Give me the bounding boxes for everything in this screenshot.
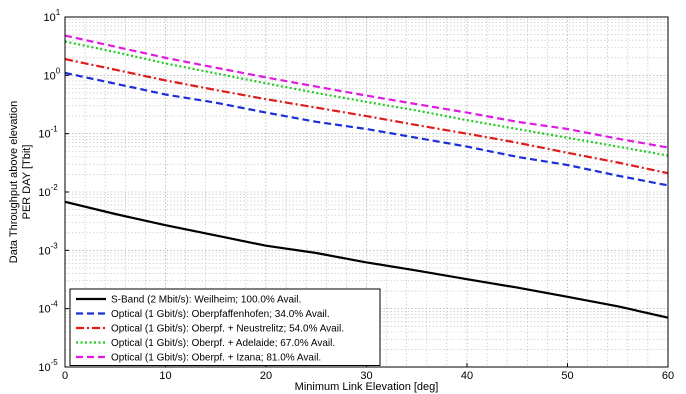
y-tick-label: 10 xyxy=(44,70,56,82)
y-tick-exponent: -1 xyxy=(51,125,59,134)
legend-entry-4: Optical (1 Gbit/s): Oberpf. + Adelaide; … xyxy=(111,338,335,349)
legend-entry-1: S-Band (2 Mbit/s): Weilheim; 100.0% Avai… xyxy=(111,295,301,306)
x-tick-label: 0 xyxy=(62,370,68,382)
y-tick-exponent: 0 xyxy=(56,66,61,75)
x-axis-ticks: 0 10 20 30 40 50 60 xyxy=(62,363,674,382)
y-tick-label: 10 xyxy=(38,304,50,316)
y-tick-label: 10 xyxy=(44,12,56,24)
y-tick-exponent: -3 xyxy=(51,241,59,250)
y-tick-label: 10 xyxy=(38,129,50,141)
series-line-3 xyxy=(64,58,669,175)
x-tick-label: 40 xyxy=(461,370,473,382)
x-tick-label: 30 xyxy=(360,370,372,382)
x-tick-label: 50 xyxy=(561,370,573,382)
x-tick-label: 60 xyxy=(662,370,674,382)
series-line-4 xyxy=(64,40,669,157)
y-tick-label: 10 xyxy=(38,187,50,199)
legend-entry-5: Optical (1 Gbit/s): Oberpf. + Izana; 81.… xyxy=(111,353,321,364)
series-line-1 xyxy=(64,200,669,319)
y-tick-exponent: -2 xyxy=(51,183,59,192)
legend-entry-3: Optical (1 Gbit/s): Oberpf. + Neustrelit… xyxy=(111,324,344,335)
y-tick-label: 10 xyxy=(38,245,50,257)
series-line-2 xyxy=(64,71,669,187)
legend: S-Band (2 Mbit/s): Weilheim; 100.0% Avai… xyxy=(69,288,381,366)
y-tick-label: 10 xyxy=(38,362,50,374)
series-group xyxy=(64,34,669,319)
y-axis-label: Data Throughput above elevation PER DAY … xyxy=(8,101,33,263)
x-tick-label: 10 xyxy=(159,370,171,382)
x-tick-label: 20 xyxy=(260,370,272,382)
y-axis-label-line-2: PER DAY [Tbit] xyxy=(21,145,33,220)
legend-box xyxy=(69,288,381,366)
legend-entry-2: Optical (1 Gbit/s): Oberpfaffenhofen; 34… xyxy=(111,309,330,320)
y-tick-exponent: 1 xyxy=(56,8,61,17)
y-axis-label-line-1: Data Throughput above elevation xyxy=(8,101,20,263)
series-line-5 xyxy=(64,34,669,149)
y-tick-exponent: -5 xyxy=(51,358,59,367)
x-axis-label: Minimum Link Elevation [deg] xyxy=(295,381,439,393)
y-tick-exponent: -4 xyxy=(51,300,59,309)
